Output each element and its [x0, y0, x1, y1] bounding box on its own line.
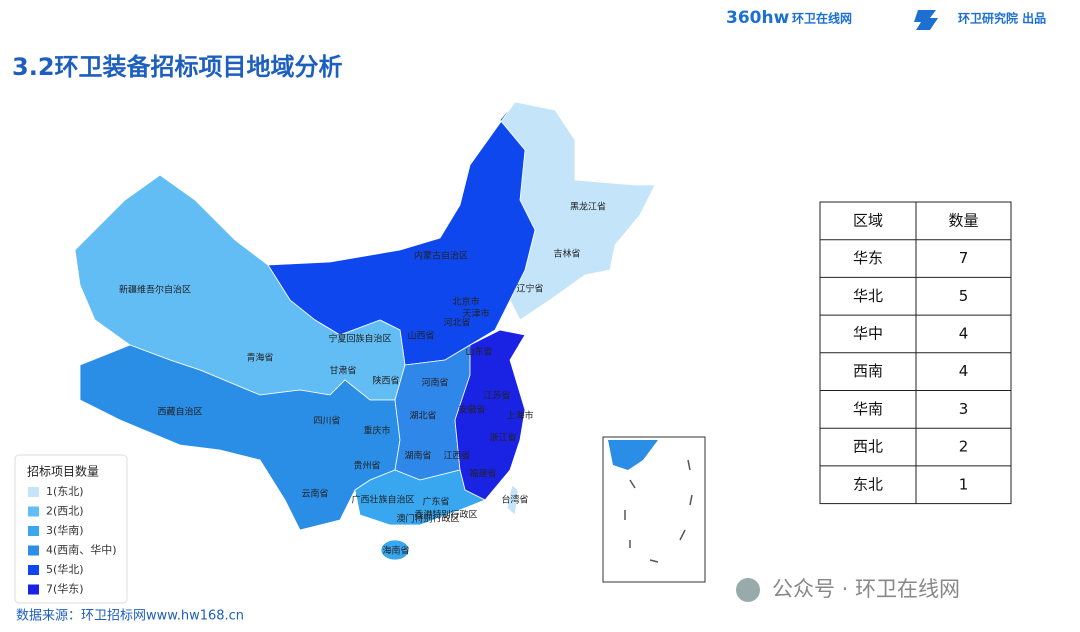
logo-icon [914, 10, 938, 30]
province-label: 重庆市 [363, 425, 390, 437]
province-label: 天津市 [462, 308, 489, 320]
province-label: 北京市 [452, 296, 479, 308]
legend-item: 7(华东) [46, 582, 84, 596]
table-cell: 华东 [853, 249, 883, 267]
logo-left: 360hw [726, 8, 790, 28]
province-label: 安徽省 [458, 404, 485, 416]
province-label: 台湾省 [501, 494, 528, 506]
hainan [380, 539, 410, 561]
province-label: 湖南省 [404, 450, 431, 462]
province-label: 广西壮族自治区 [351, 494, 414, 506]
source: 数据来源：环卫招标网www.hw168.cn [16, 609, 244, 624]
legend-item: 2(西北) [46, 505, 84, 518]
province-label: 云南省 [301, 488, 328, 500]
table-cell: 2 [959, 438, 969, 456]
table-cell: 5 [959, 287, 969, 305]
province-label: 湖北省 [409, 410, 436, 422]
page-title: 3.2环卫装备招标项目地域分析 [12, 53, 343, 81]
logo-left-text: 环卫在线网 [792, 11, 852, 26]
watermark-icon [736, 578, 760, 602]
legend-item: 4(西南、华中) [46, 543, 117, 557]
province-label: 西藏自治区 [157, 406, 202, 418]
province-label: 青海省 [246, 352, 273, 364]
province-label: 吉林省 [553, 248, 580, 260]
legend-swatch [28, 487, 39, 497]
legend-swatch [28, 526, 39, 536]
province-label: 山东省 [465, 346, 492, 358]
province-label: 宁夏回族自治区 [328, 333, 391, 345]
table-cell: 华中 [853, 324, 883, 342]
province-label: 海南省 [382, 545, 409, 557]
province-label: 山西省 [407, 330, 434, 342]
province-label: 黑龙江省 [570, 201, 606, 213]
legend-box [14, 454, 128, 604]
legend: 1(东北) 2(西北) 3(华南) 4(西南、华中) 5(华北) 7(华东) [28, 485, 117, 596]
table-cell: 4 [959, 324, 969, 342]
table-cell: 1 [959, 475, 969, 493]
province-label: 陕西省 [372, 375, 399, 387]
province-label: 河北省 [443, 317, 470, 329]
table-cell: 3 [959, 400, 969, 418]
province-label: 香港特别行政区 [414, 509, 477, 521]
legend-swatch [28, 584, 39, 595]
province-label: 江西省 [443, 450, 470, 462]
legend-title: 招标项目数量 [27, 464, 99, 479]
legend-item: 3(华南) [46, 523, 84, 537]
province-label: 四川省 [313, 415, 340, 427]
province-label: 辽宁省 [516, 283, 543, 295]
province-label: 贵州省 [353, 460, 380, 472]
province-label: 甘肃省 [329, 365, 356, 377]
province-label: 上海市 [506, 410, 533, 422]
logo-right: 环卫研究院 出品 [958, 11, 1046, 26]
table-cell: 4 [959, 362, 969, 380]
province-label: 新疆维吾尔自治区 [119, 284, 191, 296]
table-cell: 东北 [853, 475, 883, 493]
inset-land [608, 440, 658, 470]
province-label: 河南省 [421, 377, 448, 389]
province-label: 内蒙古自治区 [414, 250, 468, 262]
legend-swatch [28, 545, 39, 556]
table-header: 区域 [853, 211, 883, 229]
table-cell: 华南 [853, 400, 883, 418]
legend-item: 1(东北) [46, 485, 84, 498]
province-label: 江苏省 [483, 390, 510, 402]
inset-dashes [624, 459, 693, 563]
region-south [354, 469, 486, 526]
legend-swatch [28, 506, 39, 517]
province-label: 浙江省 [489, 432, 516, 444]
table-cell: 西南 [853, 362, 883, 380]
region-east [454, 329, 526, 501]
legend-item: 5(华北) [46, 562, 84, 576]
table-cell: 7 [959, 249, 969, 267]
table-header: 数量 [948, 211, 978, 229]
legend-swatch [28, 565, 39, 575]
watermark: 公众号 · 环卫在线网 [772, 577, 960, 601]
province-label: 澳门特别行政区 [396, 513, 459, 525]
table-cell: 西北 [853, 438, 883, 456]
province-label: 福建省 [469, 468, 496, 480]
taiwan [506, 484, 519, 516]
table-cell: 华北 [853, 287, 883, 305]
province-label: 广东省 [422, 496, 449, 508]
